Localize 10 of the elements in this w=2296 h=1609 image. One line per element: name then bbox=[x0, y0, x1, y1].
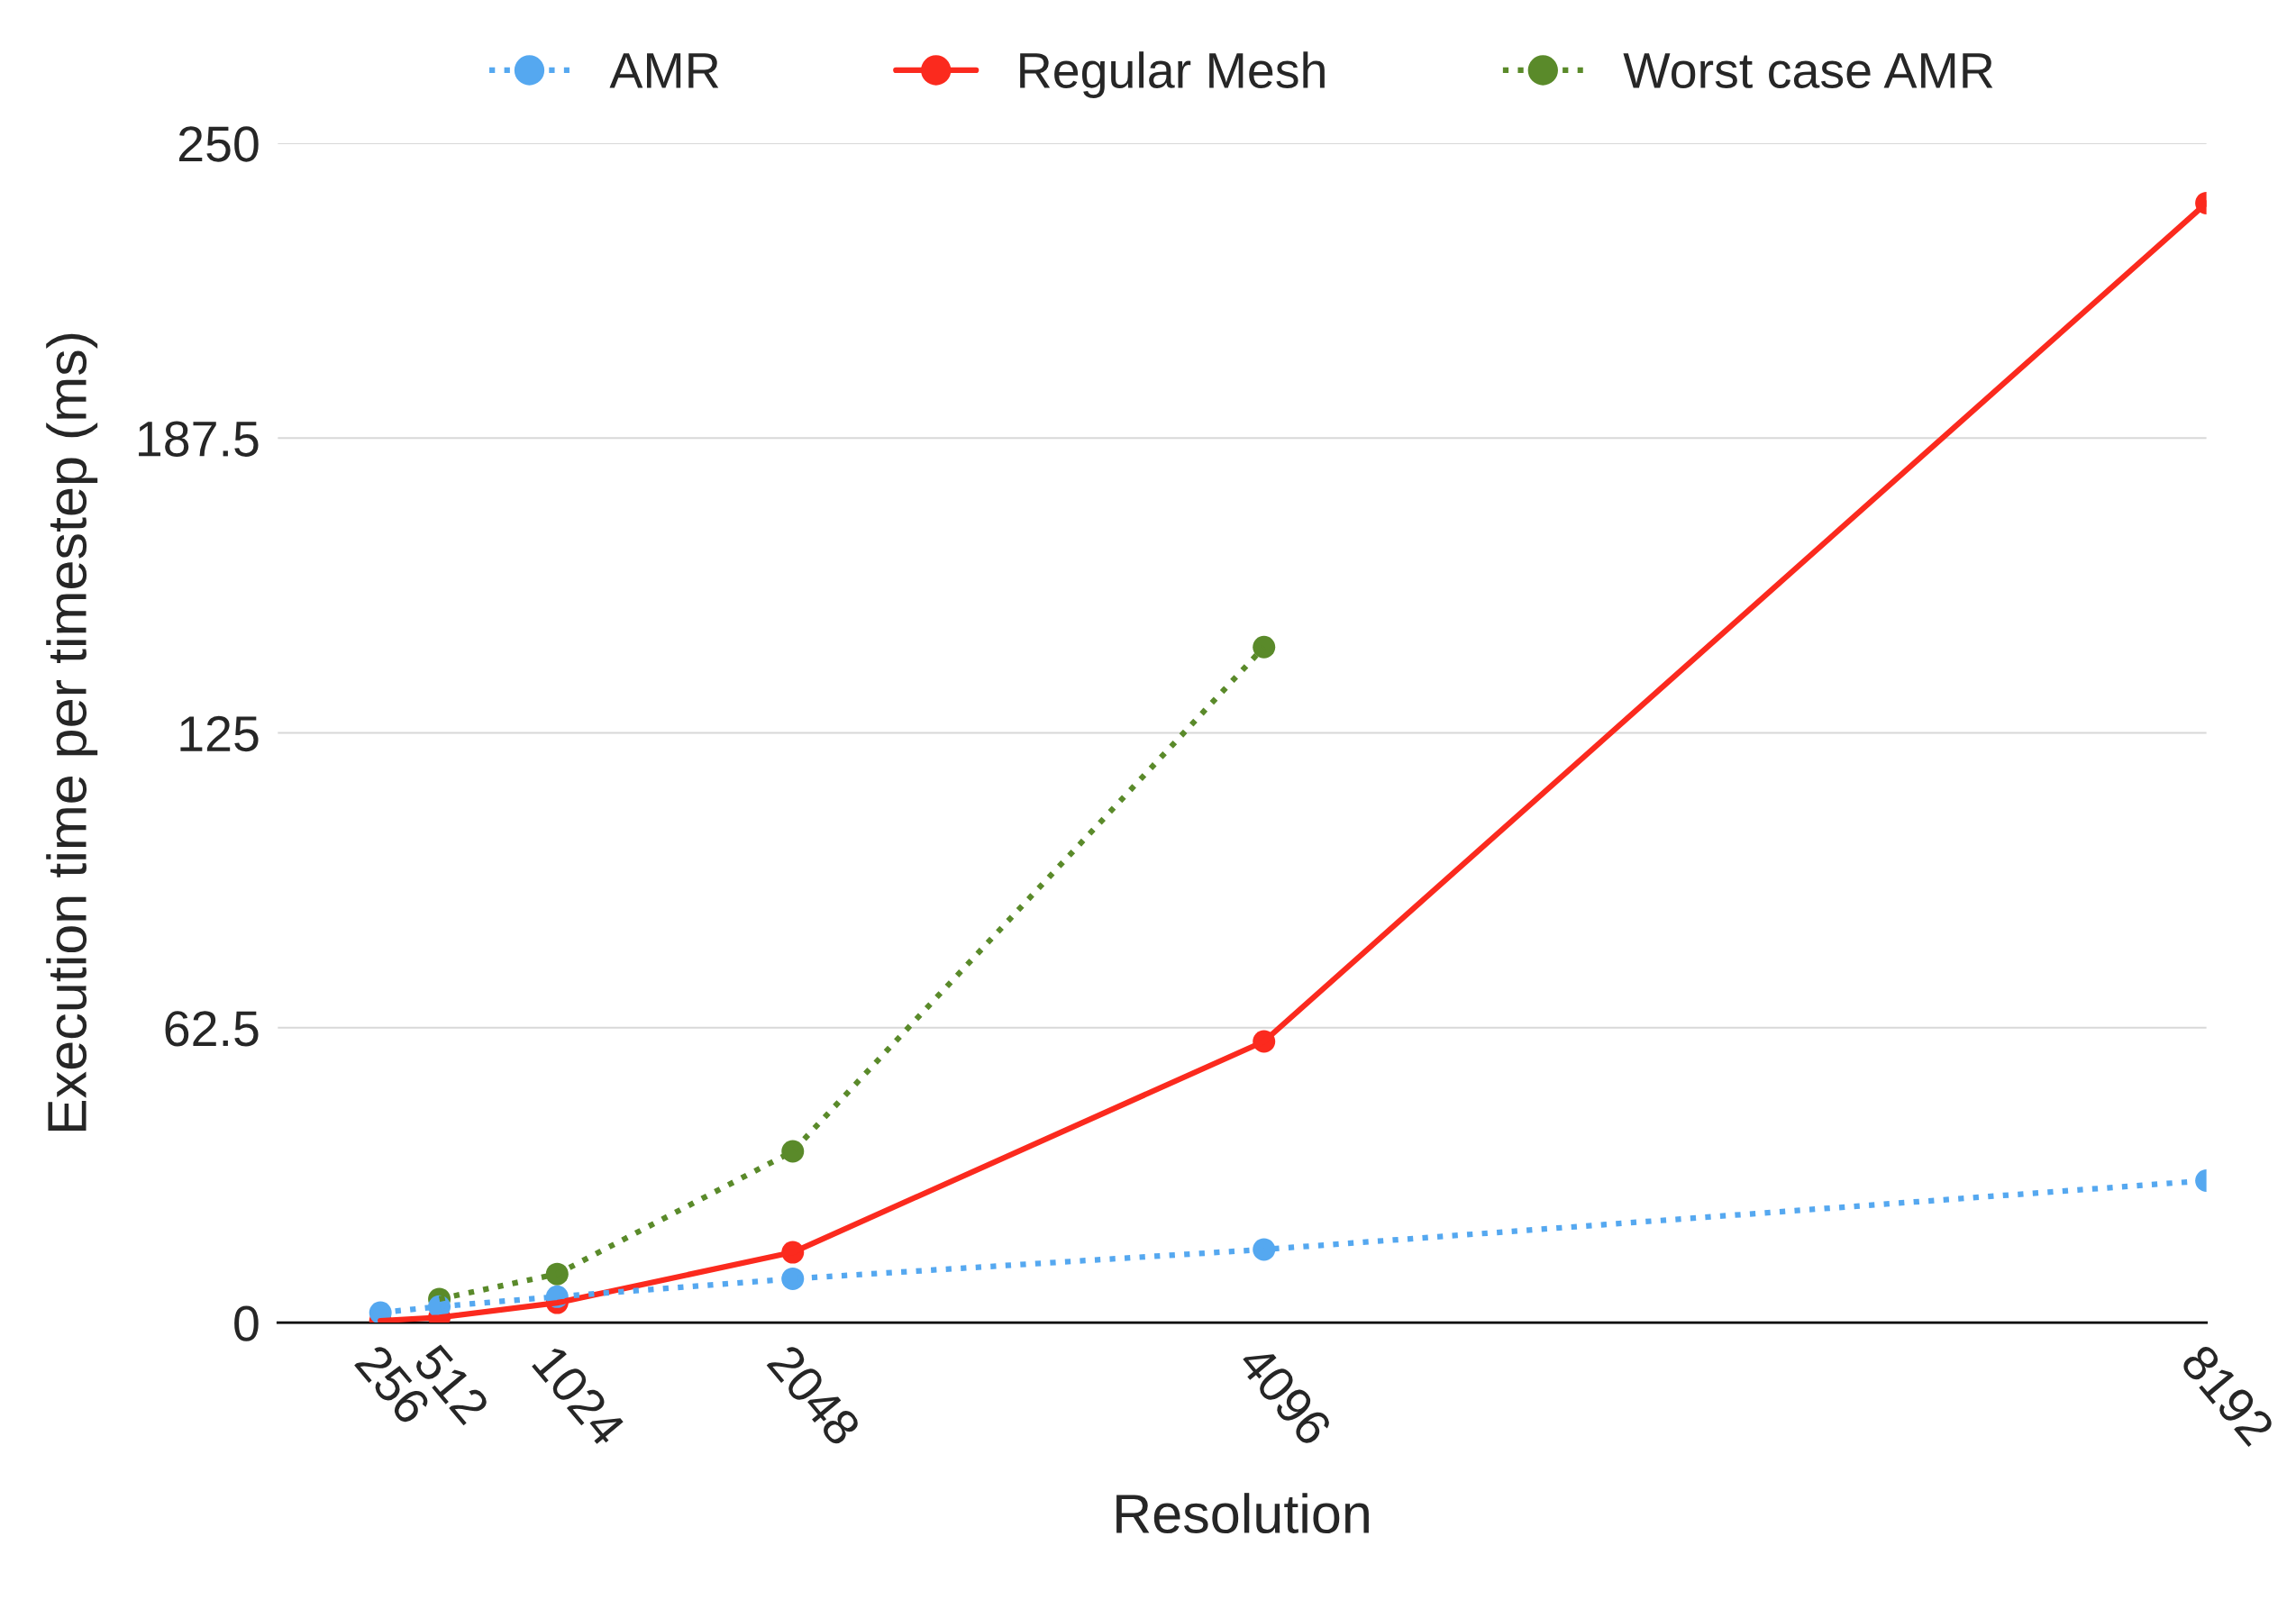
y-tick-label: 62.5 bbox=[165, 1011, 259, 1047]
y-tick-label: 0 bbox=[234, 1305, 259, 1341]
y-tick-label: 125 bbox=[180, 715, 259, 752]
legend-label: AMR bbox=[609, 53, 719, 88]
legend-label: Regular Mesh bbox=[1020, 51, 1325, 98]
x-axis-title: Resolution bbox=[1116, 1493, 1369, 1534]
y-tick-label: 187.5 bbox=[139, 421, 259, 457]
y-axis-title: Execution time per timestep (ms) bbox=[46, 333, 98, 1132]
y-tick-label: 250 bbox=[178, 126, 259, 162]
legend-label: Worst case AMR bbox=[1623, 53, 1993, 88]
